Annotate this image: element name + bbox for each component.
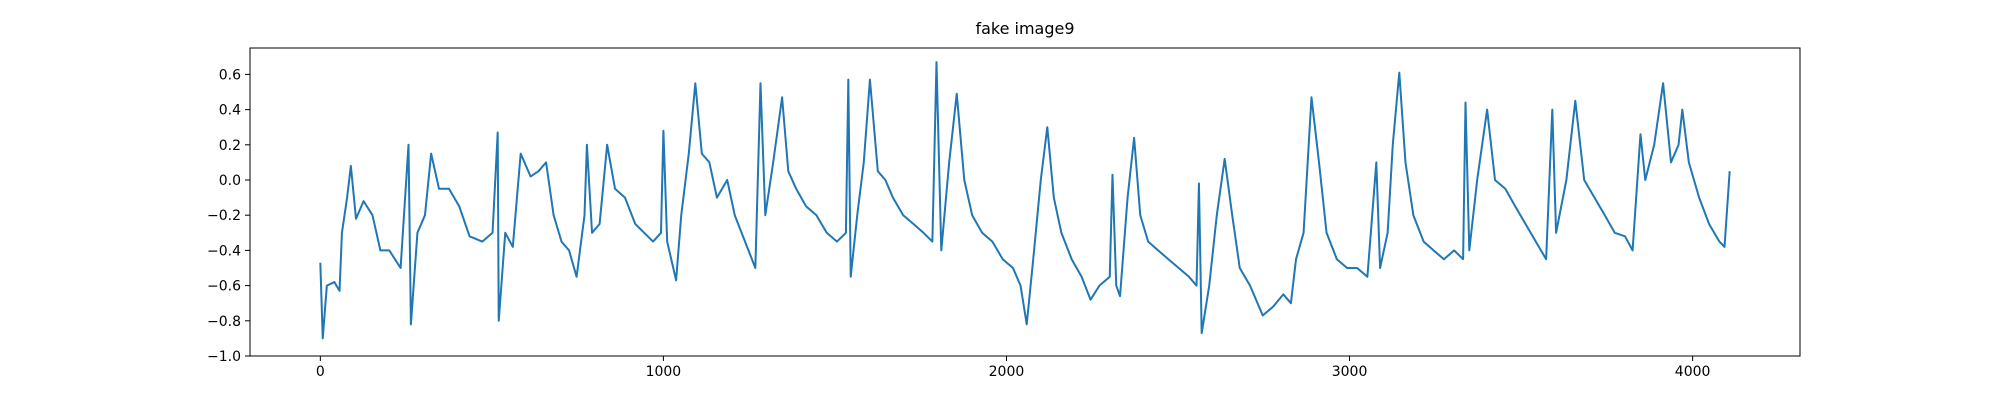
chart-title: fake image9 bbox=[975, 19, 1074, 38]
y-tick-label: 0.2 bbox=[219, 138, 241, 154]
y-tick-label: 0.4 bbox=[219, 103, 241, 119]
data-line bbox=[319, 61, 1731, 340]
x-tick-label: 2000 bbox=[989, 364, 1025, 380]
y-tick-label: 0.6 bbox=[219, 67, 241, 83]
x-tick-label: 3000 bbox=[1332, 364, 1368, 380]
y-tick-label: 0.0 bbox=[219, 173, 241, 189]
y-tick-label: −0.6 bbox=[207, 279, 241, 295]
y-tick-label: −0.4 bbox=[207, 243, 241, 259]
y-tick-label: −0.2 bbox=[207, 208, 241, 224]
x-tick-label: 1000 bbox=[646, 364, 682, 380]
y-tick-label: −1.0 bbox=[207, 349, 241, 365]
plot-frame bbox=[249, 47, 1801, 357]
x-tick-label: 4000 bbox=[1675, 364, 1711, 380]
y-tick-label: −0.8 bbox=[207, 314, 241, 330]
x-tick-label: 0 bbox=[316, 364, 325, 380]
